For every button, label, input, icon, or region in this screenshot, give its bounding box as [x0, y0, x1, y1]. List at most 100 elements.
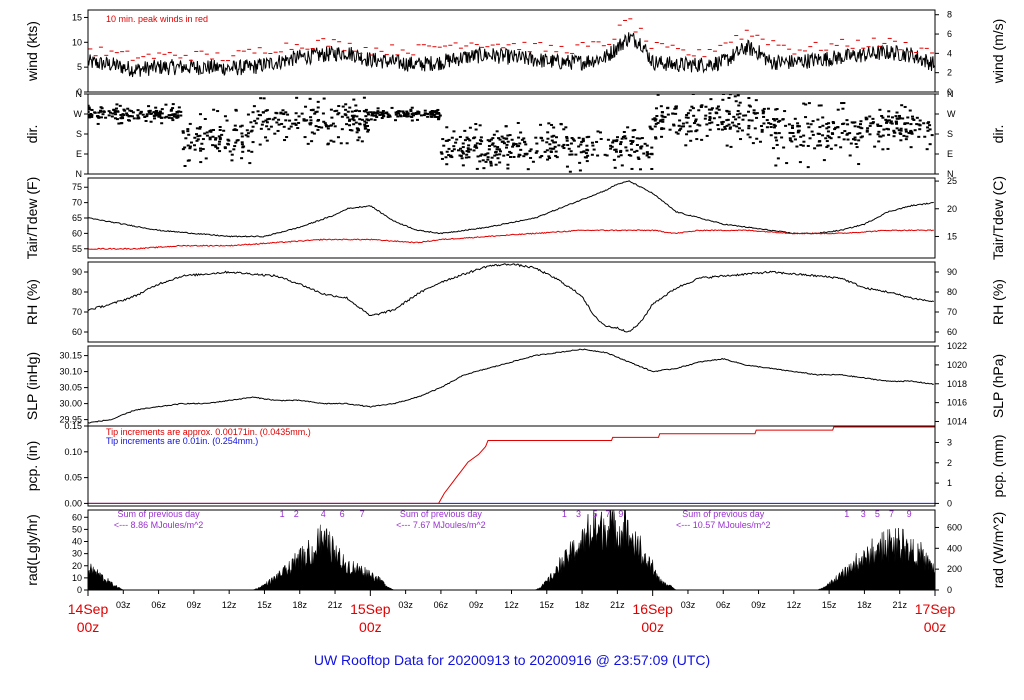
direction-mark — [276, 129, 280, 132]
direction-mark — [640, 137, 644, 140]
direction-mark — [906, 116, 910, 119]
direction-mark — [297, 115, 301, 118]
direction-mark — [830, 132, 834, 135]
direction-mark — [402, 111, 406, 114]
direction-mark — [643, 142, 647, 145]
direction-mark — [539, 123, 543, 126]
direction-mark — [329, 124, 333, 127]
direction-mark — [436, 115, 440, 118]
direction-mark — [321, 112, 325, 115]
x-major-hour-label: 00z — [359, 619, 382, 635]
sum-previous-day-label: Sum of previous day — [118, 509, 201, 519]
direction-mark — [127, 119, 131, 122]
direction-mark — [721, 120, 725, 123]
x-tick-label: 12z — [787, 600, 802, 610]
direction-mark — [760, 130, 764, 133]
direction-mark — [452, 148, 456, 151]
direction-mark — [433, 113, 437, 116]
direction-mark — [720, 121, 724, 124]
direction-mark — [504, 137, 508, 140]
direction-mark — [887, 133, 891, 136]
direction-mark — [230, 153, 234, 156]
y-tick-label: 55 — [72, 244, 82, 254]
y-tick-label: 10 — [72, 37, 82, 47]
direction-mark — [447, 147, 451, 150]
direction-mark — [218, 136, 222, 139]
direction-mark — [737, 104, 741, 107]
direction-mark — [275, 112, 279, 115]
direction-mark — [550, 139, 554, 142]
direction-mark — [101, 113, 105, 116]
y-tick-label: 0.10 — [64, 447, 82, 457]
direction-mark — [154, 106, 158, 109]
direction-mark — [99, 109, 103, 112]
direction-mark — [492, 133, 496, 136]
direction-mark — [603, 153, 607, 156]
direction-mark — [248, 162, 252, 165]
y-tick-label: 30.05 — [59, 383, 82, 393]
direction-mark — [354, 104, 358, 107]
direction-mark — [721, 98, 725, 101]
direction-mark — [126, 107, 130, 110]
direction-mark — [661, 118, 665, 121]
direction-mark — [752, 109, 756, 112]
direction-mark — [426, 112, 430, 115]
direction-mark — [605, 154, 609, 157]
direction-mark — [525, 152, 529, 155]
direction-mark — [364, 115, 368, 118]
plot-area-temperature — [88, 180, 934, 250]
direction-mark — [264, 136, 268, 139]
direction-mark — [564, 126, 568, 129]
direction-mark — [765, 126, 769, 129]
direction-mark — [864, 118, 868, 121]
direction-mark — [488, 140, 492, 143]
direction-mark — [269, 125, 273, 128]
direction-mark — [504, 125, 508, 128]
direction-mark — [459, 147, 463, 150]
direction-mark — [478, 160, 482, 163]
sum-previous-day-label: Sum of previous day — [400, 509, 483, 519]
direction-mark — [90, 108, 94, 111]
y2-tick-label: 200 — [947, 564, 962, 574]
direction-mark — [624, 146, 628, 149]
direction-mark — [892, 135, 896, 138]
direction-mark — [227, 139, 231, 142]
direction-mark — [267, 117, 271, 120]
direction-mark — [821, 116, 825, 119]
direction-mark — [277, 118, 281, 121]
sum-previous-day-value: <--- 10.57 MJoules/m^2 — [676, 520, 771, 530]
direction-mark — [216, 110, 220, 113]
direction-mark — [88, 104, 90, 107]
direction-mark — [491, 142, 495, 145]
direction-mark — [326, 143, 330, 146]
direction-mark — [186, 128, 190, 131]
x-tick-label: 15z — [257, 600, 272, 610]
y2-tick-label: 20 — [947, 204, 957, 214]
direction-mark — [410, 119, 414, 122]
direction-mark — [645, 144, 649, 147]
direction-mark — [289, 125, 293, 128]
direction-mark — [358, 110, 362, 113]
direction-mark — [773, 119, 777, 122]
direction-mark — [364, 108, 368, 111]
direction-mark — [345, 142, 349, 145]
direction-mark — [586, 154, 590, 157]
direction-mark — [553, 145, 557, 148]
y-tick-label: 70 — [72, 198, 82, 208]
x-tick-label: 12z — [222, 600, 237, 610]
direction-mark — [639, 147, 643, 150]
direction-mark — [926, 129, 930, 132]
direction-mark — [817, 104, 821, 107]
direction-mark — [489, 160, 493, 163]
direction-mark — [620, 164, 624, 167]
direction-mark — [502, 154, 506, 157]
sun-hour-marker: 5 — [593, 509, 598, 519]
direction-mark — [646, 153, 650, 156]
direction-mark — [445, 126, 449, 129]
direction-mark — [796, 131, 800, 134]
direction-mark — [434, 115, 438, 118]
direction-mark — [333, 110, 337, 113]
humidity-line-0 — [88, 263, 934, 333]
y-tick-label: 90 — [72, 267, 82, 277]
direction-mark — [817, 140, 821, 143]
